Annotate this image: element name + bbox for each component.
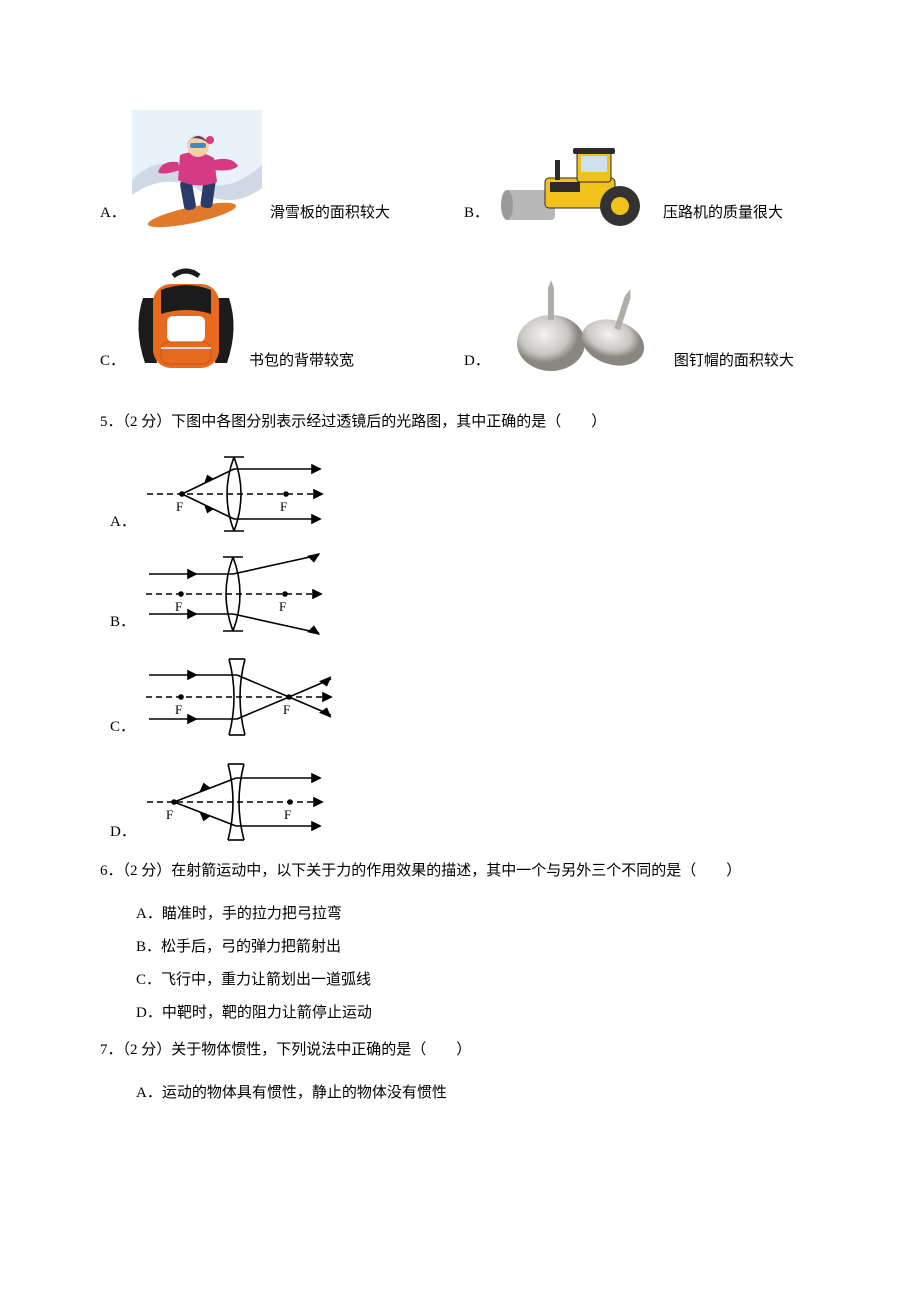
q5-option-C: C．: [110, 649, 820, 744]
svg-text:F: F: [279, 599, 286, 614]
svg-text:F: F: [284, 807, 291, 822]
q6-option-B: B．松手后，弓的弹力把箭射出: [136, 931, 820, 964]
road-roller-illustration: [495, 140, 655, 230]
q7-number: 7．: [100, 1042, 123, 1058]
q6-option-C: C．飞行中，重力让箭划出一道弧线: [136, 964, 820, 997]
q4-D-text: 图钉帽的面积较大: [674, 345, 794, 378]
snowboard-illustration: [132, 110, 262, 230]
svg-text:F: F: [175, 599, 182, 614]
q6-text: 在射箭运动中，以下关于力的作用效果的描述，其中一个与另外三个不同的是（ ）: [171, 863, 741, 879]
q5-option-D: D．: [110, 754, 820, 849]
q4-D-letter: D．: [464, 345, 490, 378]
q4-C-text: 书包的背带较宽: [249, 345, 354, 378]
q4-B-letter: B．: [464, 197, 489, 230]
q5-B-letter: B．: [110, 606, 135, 639]
q5-A-letter: A．: [110, 506, 136, 539]
lens-diagram-B: F F: [141, 549, 331, 639]
thumbtack-illustration: [496, 278, 666, 378]
q4-options-row1: A．: [100, 110, 820, 240]
backpack-illustration: [131, 258, 241, 378]
page: A．: [0, 0, 920, 1302]
q4-option-C: C． 书包的背带: [100, 258, 440, 378]
svg-text:F: F: [283, 702, 290, 717]
q4-C-letter: C．: [100, 345, 125, 378]
svg-text:F: F: [280, 499, 287, 514]
q4-option-D: D．: [464, 278, 794, 378]
q7-text: 关于物体惯性，下列说法中正确的是（ ）: [171, 1042, 471, 1058]
q4-option-B: B．: [464, 140, 783, 230]
svg-text:F: F: [166, 807, 173, 822]
q6-option-D: D．中靶时，靶的阻力让箭停止运动: [136, 997, 820, 1030]
q5-text: 下图中各图分别表示经过透镜后的光路图，其中正确的是（ ）: [171, 414, 606, 430]
q4-A-text: 滑雪板的面积较大: [270, 197, 390, 230]
q6-number: 6．: [100, 863, 123, 879]
q5-C-letter: C．: [110, 711, 135, 744]
lens-diagram-D: F F: [142, 754, 332, 849]
q7-stem: 7．（2 分）关于物体惯性，下列说法中正确的是（ ）: [100, 1034, 820, 1067]
q5-points: （2 分）: [123, 414, 172, 430]
lens-diagram-A: F F: [142, 449, 332, 539]
q4-option-A: A．: [100, 110, 440, 230]
q5-option-A: A．: [110, 449, 820, 539]
lens-diagram-C: F F: [141, 649, 341, 744]
q5-stem: 5．（2 分）下图中各图分别表示经过透镜后的光路图，其中正确的是（ ）: [100, 406, 820, 439]
svg-text:F: F: [176, 499, 183, 514]
q6-option-A: A．瞄准时，手的拉力把弓拉弯: [136, 898, 820, 931]
q5-option-B: B．: [110, 549, 820, 639]
q7-option-A: A．运动的物体具有惯性，静止的物体没有惯性: [136, 1077, 820, 1110]
q6-stem: 6．（2 分）在射箭运动中，以下关于力的作用效果的描述，其中一个与另外三个不同的…: [100, 855, 820, 888]
q4-A-letter: A．: [100, 197, 126, 230]
q5-D-letter: D．: [110, 816, 136, 849]
q4-B-text: 压路机的质量很大: [663, 197, 783, 230]
q7-points: （2 分）: [123, 1042, 172, 1058]
q6-points: （2 分）: [123, 863, 172, 879]
q4-options-row2: C． 书包的背带: [100, 258, 820, 388]
q5-number: 5．: [100, 414, 123, 430]
svg-text:F: F: [175, 702, 182, 717]
